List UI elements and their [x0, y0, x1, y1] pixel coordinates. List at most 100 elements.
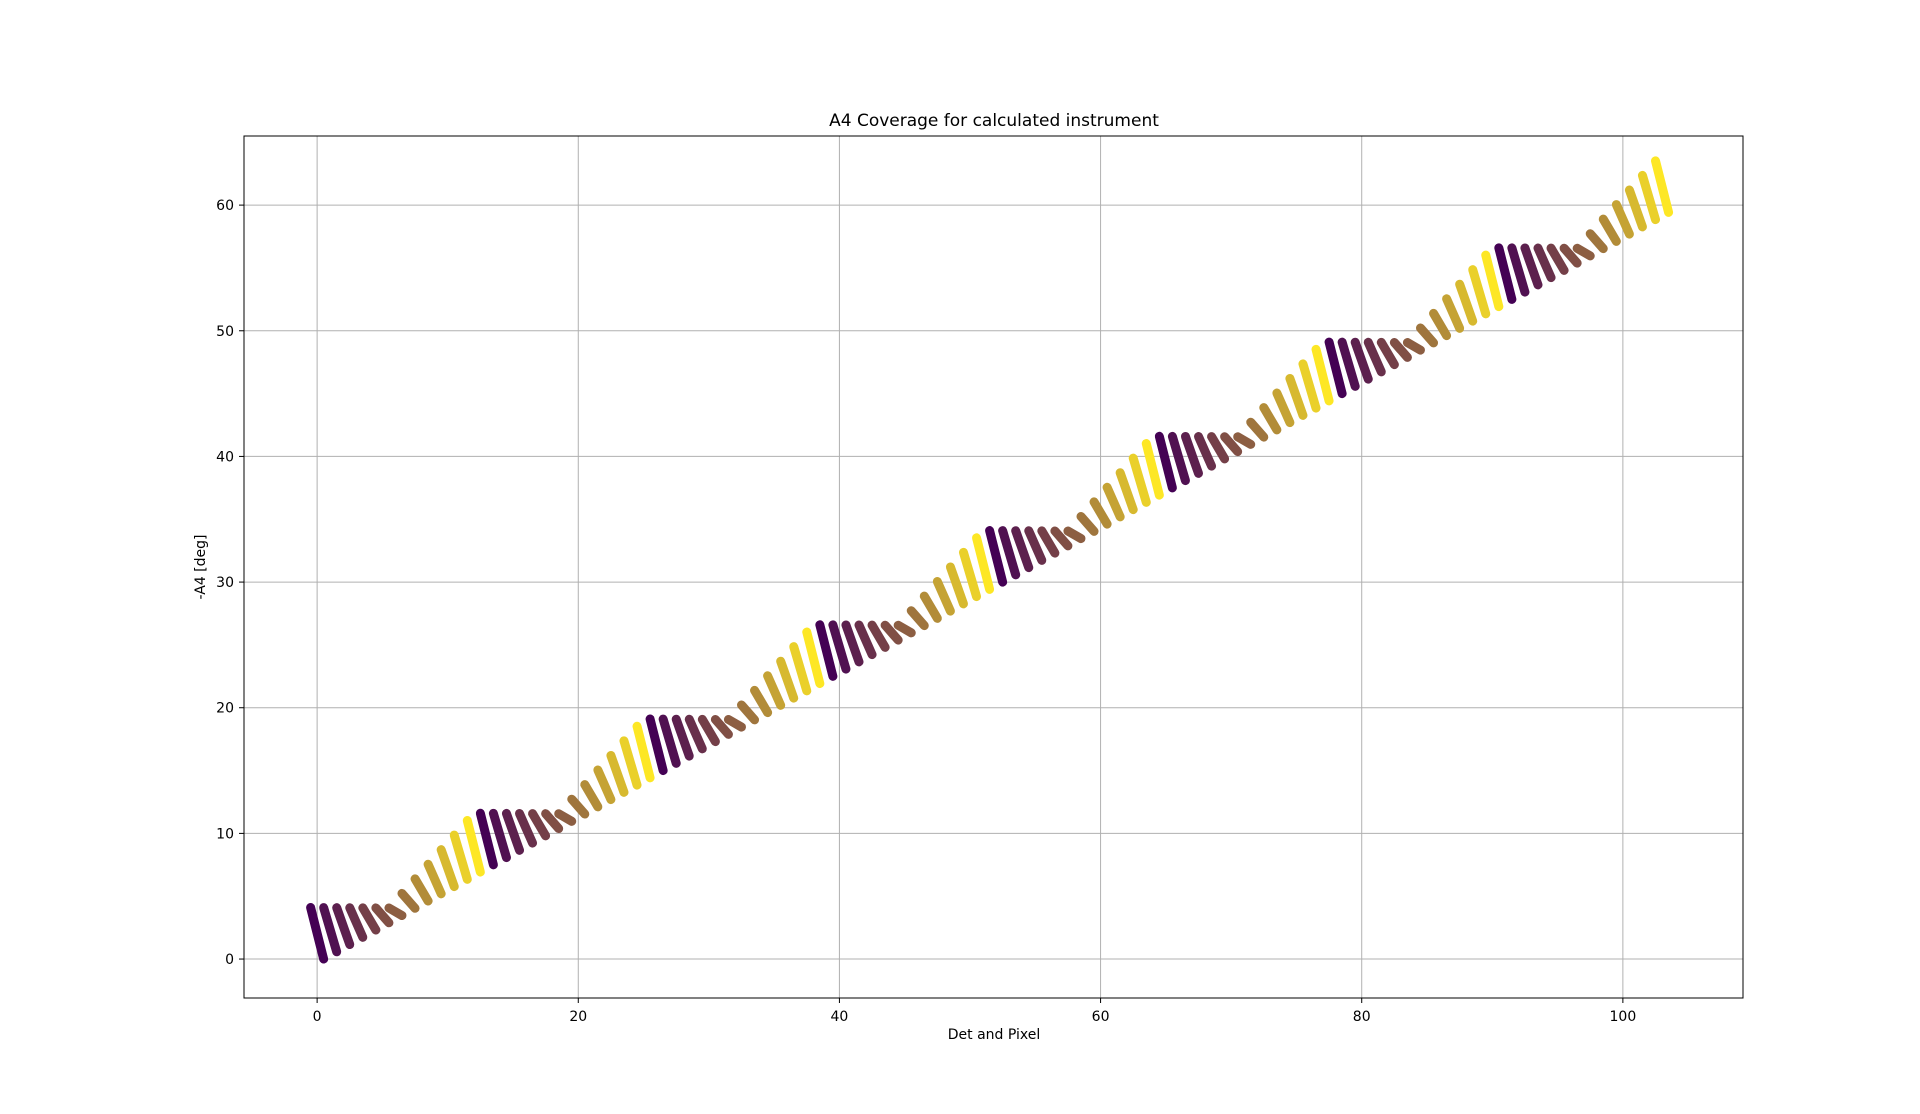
data-point — [906, 606, 929, 631]
data-point — [1207, 432, 1230, 464]
data-point — [397, 888, 420, 913]
data-point — [1363, 337, 1386, 377]
data-point — [332, 903, 355, 950]
data-point — [1520, 243, 1543, 290]
data-point — [658, 714, 681, 768]
data-point — [1350, 337, 1373, 384]
x-axis-ticks: 0 20 40 60 80 100 — [313, 998, 1637, 1025]
data-point — [1337, 337, 1360, 391]
x-axis-label: Det and Pixel — [948, 1027, 1041, 1043]
data-point — [1585, 229, 1608, 254]
data-point — [763, 671, 786, 710]
y-tick-label: 30 — [216, 575, 234, 591]
data-point — [1507, 243, 1530, 297]
data-point — [1011, 526, 1034, 573]
data-point — [1468, 265, 1491, 319]
data-point — [554, 809, 577, 826]
data-point — [958, 547, 982, 602]
data-point — [723, 715, 746, 732]
data-point — [1598, 214, 1621, 246]
data-point — [501, 808, 525, 855]
data-point — [1572, 243, 1595, 261]
data-point — [410, 874, 433, 906]
data-point — [541, 809, 564, 834]
data-point — [1494, 243, 1517, 304]
data-point — [593, 765, 616, 805]
data-point — [1455, 279, 1478, 326]
data-point — [1311, 344, 1334, 406]
data-point — [1651, 156, 1674, 217]
data-point — [932, 577, 955, 616]
data-point — [854, 620, 877, 660]
data-point — [1115, 468, 1138, 515]
data-point — [632, 721, 655, 783]
data-point — [619, 736, 642, 790]
data-point — [423, 859, 446, 899]
x-tick-label: 60 — [1092, 1009, 1110, 1025]
data-point — [1376, 337, 1399, 370]
data-point — [802, 627, 825, 689]
data-point — [645, 714, 668, 776]
data-point — [1180, 431, 1204, 478]
data-point — [972, 533, 995, 594]
data-point — [880, 620, 903, 645]
data-point — [345, 903, 368, 942]
data-point — [1429, 308, 1452, 341]
data-point — [1167, 431, 1190, 486]
data-point — [1272, 388, 1295, 428]
data-point — [358, 903, 381, 935]
y-axis-ticks: 0 10 20 30 40 50 60 — [216, 198, 244, 968]
data-point — [841, 620, 864, 667]
scatter-points — [306, 156, 1674, 964]
x-tick-label: 0 — [313, 1009, 322, 1025]
data-point — [1481, 250, 1504, 312]
data-point — [998, 526, 1021, 580]
chart-title: A4 Coverage for calculated instrument — [829, 111, 1159, 131]
data-point — [1298, 359, 1321, 413]
x-tick-label: 40 — [831, 1009, 849, 1025]
data-point — [1063, 526, 1086, 544]
data-point — [580, 780, 603, 812]
x-tick-label: 20 — [569, 1009, 587, 1025]
data-point — [528, 809, 551, 841]
y-axis-label: -A4 [deg] — [193, 535, 209, 600]
y-tick-label: 10 — [216, 826, 234, 842]
data-point — [475, 808, 498, 870]
data-point — [750, 685, 773, 718]
data-point — [815, 620, 838, 681]
data-point — [449, 830, 472, 884]
y-tick-label: 60 — [216, 198, 234, 214]
x-tick-label: 100 — [1610, 1009, 1637, 1025]
data-point — [1194, 432, 1217, 471]
data-point — [319, 903, 342, 957]
data-point — [1220, 432, 1243, 457]
data-point — [1611, 200, 1634, 239]
data-point — [1246, 417, 1269, 442]
y-tick-label: 0 — [225, 952, 234, 968]
x-tick-label: 80 — [1353, 1009, 1371, 1025]
data-point — [1102, 482, 1125, 522]
data-point — [384, 903, 407, 921]
data-point — [1037, 526, 1060, 558]
data-point — [1402, 338, 1425, 355]
data-point — [867, 620, 890, 652]
y-tick-label: 50 — [216, 324, 234, 340]
data-point — [697, 714, 720, 747]
data-point — [776, 656, 799, 703]
y-tick-label: 20 — [216, 701, 234, 717]
data-point — [606, 750, 629, 797]
data-point — [1415, 323, 1439, 348]
data-point — [1324, 337, 1347, 399]
plot-frame — [243, 135, 1744, 999]
data-point — [1259, 403, 1282, 435]
data-point — [1559, 243, 1582, 268]
data-point — [462, 816, 485, 877]
data-point — [828, 620, 851, 674]
data-point — [1024, 526, 1047, 565]
data-point — [567, 794, 590, 819]
data-point — [1076, 511, 1099, 536]
data-point — [789, 642, 812, 696]
data-point — [1050, 526, 1073, 551]
data-point — [671, 714, 694, 761]
